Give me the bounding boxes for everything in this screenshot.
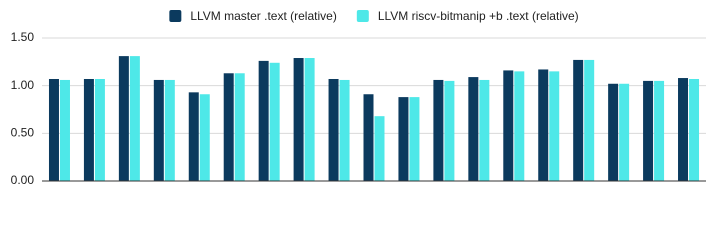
- bar: [479, 79, 490, 181]
- bar: [129, 56, 140, 181]
- bar: [94, 78, 105, 181]
- bar: [468, 77, 479, 181]
- bar: [304, 58, 315, 181]
- bar: [654, 80, 665, 181]
- bar: [269, 62, 280, 181]
- bar: [223, 73, 234, 181]
- bar: [293, 58, 304, 181]
- bar: [538, 69, 549, 181]
- bar: [258, 60, 269, 181]
- legend-label: LLVM riscv-bitmanip +b .text (relative): [378, 9, 579, 23]
- bar: [199, 94, 210, 181]
- bar: [188, 92, 199, 181]
- bar: [118, 56, 129, 181]
- bar: [433, 79, 444, 181]
- bar: [339, 79, 350, 181]
- bar: [608, 83, 619, 181]
- bar: [153, 79, 164, 181]
- bar: [409, 97, 420, 181]
- bar: [83, 78, 94, 181]
- bar: [234, 73, 245, 181]
- bar: [503, 70, 514, 181]
- y-tick-label: 0.50: [11, 126, 35, 140]
- bar: [48, 78, 59, 181]
- bar: [328, 78, 339, 181]
- bar: [444, 80, 455, 181]
- bar: [643, 80, 654, 181]
- bar: [59, 79, 70, 181]
- chart: 0.00 0.50 1.00 1.50 LLVM master .text (relat…: [11, 9, 706, 187]
- y-tick-label: 1.00: [11, 78, 35, 92]
- bar: [164, 79, 175, 181]
- bar: [549, 71, 560, 181]
- bar: [619, 83, 630, 181]
- bar: [363, 94, 374, 181]
- bar: [398, 97, 409, 181]
- bar: [689, 78, 700, 181]
- bar: [678, 78, 689, 181]
- bar: [514, 71, 525, 181]
- y-tick-label: 1.50: [11, 30, 35, 44]
- bar: [584, 59, 595, 181]
- legend-swatch: [169, 10, 182, 22]
- y-tick-label: 0.00: [11, 173, 35, 187]
- bar: [374, 116, 385, 181]
- legend-swatch: [356, 10, 369, 22]
- bar: [573, 59, 584, 181]
- legend-label: LLVM master .text (relative): [190, 9, 336, 23]
